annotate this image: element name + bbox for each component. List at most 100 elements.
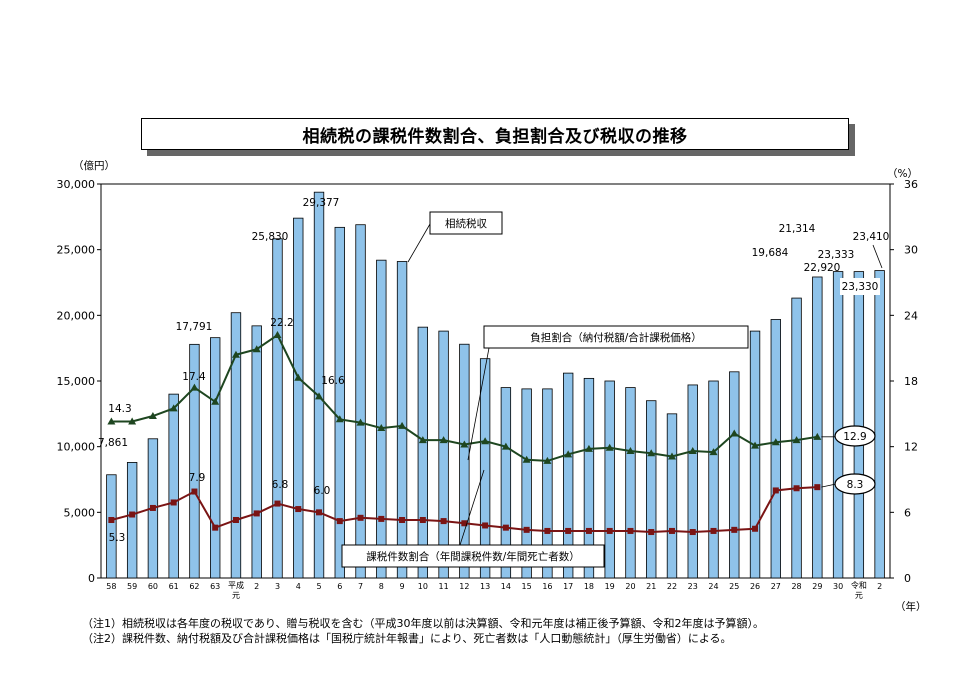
line-point [585,527,592,534]
bar [812,276,823,579]
burden-callout-text: 負担割合（納付税額/合計課税価格） [530,331,702,344]
count-end-leader [821,483,837,488]
burden-data-label: 17.4 [182,371,206,383]
line-point [399,516,406,523]
x-tick-label: 59 [127,582,137,591]
bar [334,226,345,579]
x-tick-label: 17 [563,582,573,591]
line-point [377,424,386,432]
line-point [481,437,490,445]
bar-data-label: 23,330 [842,281,879,293]
burden-callout-leader [467,347,490,461]
bar [604,380,615,579]
x-tick-label: 5 [316,582,321,591]
chart-title: 相続税の課税件数割合、負担割合及び税収の推移 [141,118,849,150]
line-point [461,520,468,527]
line-point [315,392,324,400]
line-point [522,455,531,463]
bar [417,326,429,579]
line-point [668,527,675,534]
line-point [605,443,614,451]
bar [832,271,844,579]
line-point [814,484,821,491]
bar [542,388,553,579]
bar [749,330,761,579]
line-point [232,516,239,523]
revenue-callout-box [429,211,503,235]
x-tick-label: 12 [459,582,469,591]
bar [313,191,325,579]
burden-data-label: 22.2 [270,317,293,329]
bar [666,413,678,579]
x-tick-label: 15 [522,582,532,591]
line-point [129,511,136,518]
bar [874,270,885,579]
line-point [418,436,427,444]
line-point [648,529,655,536]
x-tick-label: 9 [400,582,405,591]
y-left-tick-label: 20,000 [57,309,96,322]
x-tick-label: 13 [480,582,490,591]
line-point [108,516,115,523]
x-tick-label: 4 [296,582,301,591]
line-point [191,488,198,495]
y-left-tick-label: 10,000 [57,441,96,454]
bar-data-label: 17,791 [176,321,213,333]
count-data-label: 6.8 [272,479,289,491]
y-right-tick-label: 24 [904,309,918,322]
line-point [565,527,572,534]
x-tick-label: 25 [729,582,739,591]
bar [687,384,698,579]
x-tick-label: 2 [254,582,259,591]
line-point [751,441,760,449]
bar [230,312,242,579]
count-end-ellipse [834,473,876,495]
y-right-tick-label: 0 [904,572,911,585]
line-point [627,527,634,534]
revenue-callout-leader [407,223,431,263]
y-right-unit: （%） [887,168,918,180]
line-point [689,529,696,536]
bar [459,343,470,579]
bar [438,330,449,579]
line-point [356,418,365,426]
y-right-tick-label: 6 [904,506,911,519]
bar [293,217,304,579]
line-point [709,448,718,456]
line-point [336,518,343,525]
line-point [170,499,177,506]
bar [168,393,179,579]
y-left-tick-label: 15,000 [57,375,96,388]
note-1: （注1）相続税収は各年度の税収であり、贈与税収を含む（平成30年度以前は決算額、… [82,617,764,630]
x-tick-label: 58 [106,582,116,591]
y-left-tick-label: 30,000 [57,178,96,191]
line-point [523,526,530,533]
bar [376,259,387,579]
line-point [398,421,407,429]
line-point [688,447,697,455]
x-tick-label: 2 [877,582,882,591]
count-end-label: 8.3 [847,479,864,491]
line-point [460,440,469,448]
line-point [543,456,552,464]
line-point [273,331,282,339]
burden-data-label: 14.3 [108,403,131,415]
bar [500,387,512,579]
line-point [793,485,800,492]
x-tick-label: 22 [667,582,677,591]
bar-data-label: 22,920 [804,262,841,274]
line-point [149,504,156,511]
bar [583,377,595,579]
line-point [212,524,219,531]
revenue-callout-text: 相続税収 [445,217,487,230]
count-callout-leader [459,469,485,546]
burden-callout-box [483,325,749,349]
x-tick-label: 27 [771,582,781,591]
line-point [357,514,364,521]
line-point [440,518,447,525]
line-point [501,442,510,450]
line-point [710,527,717,534]
count-data-label: 7.9 [189,472,206,484]
bar [106,474,117,579]
bar [521,388,532,579]
